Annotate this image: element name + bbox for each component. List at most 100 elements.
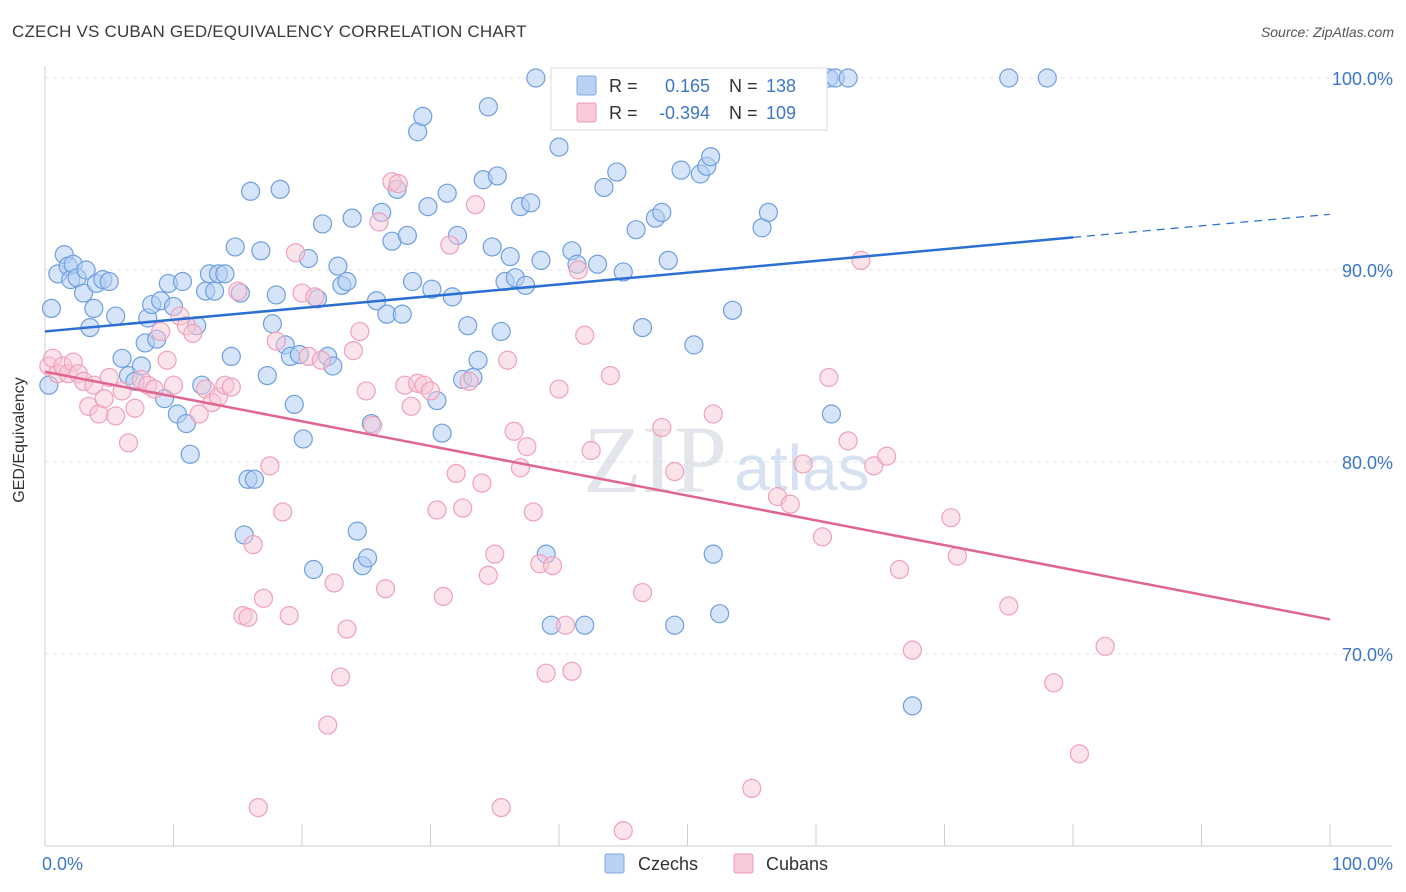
cuban-point [350,321,370,342]
cuban-point [665,462,685,482]
czech-point [347,521,367,541]
y-tick-label: 80.0% [1342,453,1393,473]
czech-point [468,350,488,370]
cuban-point [238,607,258,628]
czech-point [658,250,678,270]
czech-point [225,237,245,257]
cuban-trend-line [44,370,1331,621]
czech-point [671,160,691,180]
cuban-point [228,281,248,301]
czech-point [337,271,357,292]
czech-point [262,314,283,334]
cuban-point [273,502,293,522]
cuban-point [318,715,338,735]
czech-point [710,604,730,624]
cuban-point [864,456,884,476]
czech-point [902,696,922,716]
cuban-point [369,212,389,232]
czech-point [180,444,200,464]
czech-point [458,316,478,336]
czech-point [257,366,277,386]
czech-point [575,615,595,635]
cuban-point [118,433,139,453]
czech-point [73,283,94,303]
czech-point [342,208,362,228]
y-tick-label: 100.0% [1332,69,1393,89]
czech-point [1037,68,1057,88]
czech-point [665,615,685,635]
cuban-point [498,350,518,370]
czech-point [684,335,704,355]
cuban-point [1069,744,1090,764]
source-label: Source: ZipAtlas.com [1260,24,1394,40]
bottom-legend-swatch-czechs [604,853,625,874]
legend-n-label-czechs: N = [729,76,758,96]
czech-point [76,260,96,280]
cuban-point [279,605,299,626]
cuban-point [248,797,268,818]
legend-n-value-czechs: 138 [766,76,796,96]
czech-point [632,318,653,338]
cuban-point [851,250,871,270]
czech-point [413,106,433,127]
czech-point [176,414,196,434]
y-tick-label: 70.0% [1342,645,1393,665]
cuban-point [266,331,286,351]
cuban-point [478,565,498,585]
cuban-point [311,350,331,370]
czech-point [112,348,132,368]
cuban-point [305,287,325,307]
cuban-point [453,498,473,518]
cuban-point [189,404,209,424]
cuban-point [260,456,280,476]
czech-point [758,202,779,222]
czech-point [402,271,423,292]
cuban-points [39,172,1115,841]
czech-point [172,271,193,292]
czech-point [701,147,721,167]
czech-point [491,321,511,342]
legend-r-value-cubans: -0.394 [659,103,710,123]
czech-point [266,285,286,305]
cuban-point [183,323,203,343]
czech-point [328,256,348,276]
czech-point [41,298,62,318]
czech-point [215,264,235,284]
legend-r-value-czechs: 0.165 [665,76,710,96]
cuban-point [632,582,653,603]
czech-point [531,250,551,270]
cuban-point [94,389,114,409]
cuban-point [999,596,1019,616]
czech-point [652,202,672,222]
cuban-point [472,473,492,493]
cuban-point [819,367,839,388]
czech-point [482,237,502,257]
cuban-point [144,379,164,399]
cuban-point [517,437,537,457]
legend-r-label-czechs: R = [609,76,638,96]
cuban-point [253,588,274,608]
czech-trend-line [44,236,1074,333]
czech-point [284,394,304,414]
cuban-point [877,446,897,466]
cuban-point [1044,673,1064,693]
cuban-point [420,381,441,401]
czech-point [722,300,743,320]
czech-point [626,220,646,240]
czech-point [594,177,614,198]
czech-point [84,298,104,318]
cuban-point [575,325,595,345]
czech-point [500,246,520,267]
cuban-point [652,417,672,438]
cuban-point [523,502,543,522]
cuban-point [902,640,922,660]
cuban-point [465,195,486,215]
cuban-point [363,415,383,436]
czech-point [587,254,608,274]
cuban-point [1095,636,1115,656]
czech-point [357,548,378,568]
czech-point [221,346,241,366]
gridlines [45,77,1392,655]
bottom-legend-swatch-cubans [733,853,754,874]
czech-point [613,262,633,282]
